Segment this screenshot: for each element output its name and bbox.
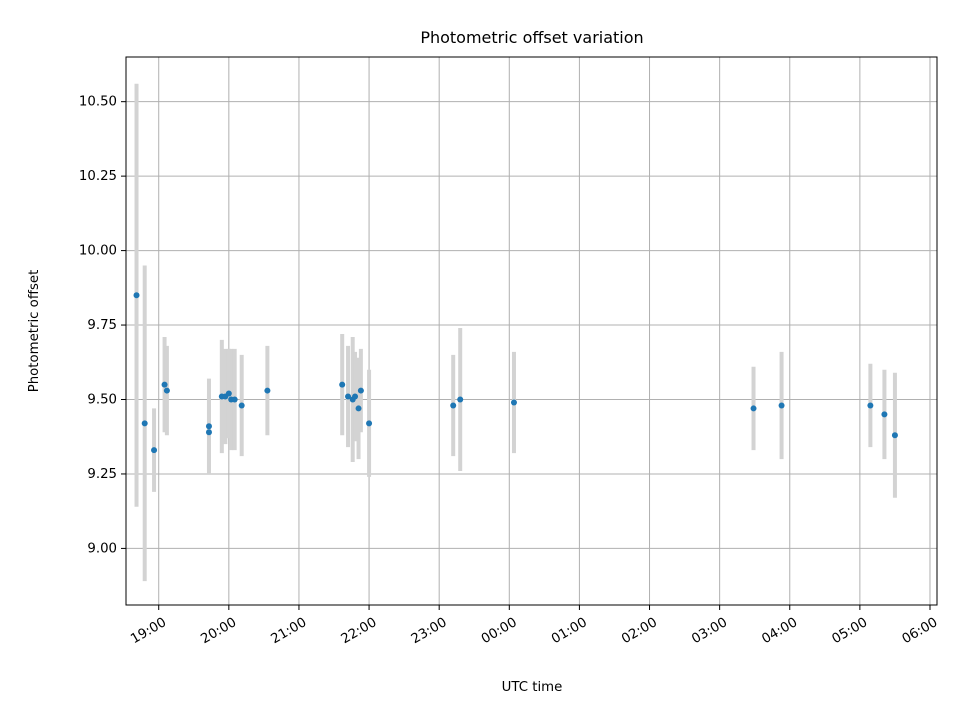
data-point <box>450 402 457 409</box>
y-axis-label: Photometric offset <box>27 270 42 393</box>
y-tick-label: 9.00 <box>87 541 117 556</box>
data-point <box>355 405 362 412</box>
data-point <box>457 396 464 403</box>
y-axis-ticks: 9.00 9.25 9.50 9.75 10.00 10.25 10.50 <box>79 95 126 556</box>
data-point <box>205 423 212 430</box>
data-point <box>163 387 170 394</box>
data-point <box>225 390 232 397</box>
data-point <box>231 396 238 403</box>
data-point <box>366 420 373 427</box>
y-tick-label: 9.25 <box>87 467 117 482</box>
grid-layer <box>126 57 937 605</box>
y-tick-label: 10.00 <box>79 244 117 259</box>
marker-layer <box>133 292 898 454</box>
data-point <box>238 402 245 409</box>
data-point <box>151 447 158 454</box>
data-point <box>205 429 212 436</box>
data-point <box>778 402 785 409</box>
data-point <box>867 402 874 409</box>
data-point <box>141 420 148 427</box>
y-tick-label: 9.50 <box>87 393 117 408</box>
y-tick-label: 10.25 <box>79 169 117 184</box>
y-tick-label: 9.75 <box>87 318 117 333</box>
data-point <box>510 399 517 406</box>
data-point <box>345 393 352 400</box>
data-point <box>357 387 364 394</box>
y-tick-label: 10.50 <box>79 95 117 110</box>
data-point <box>891 432 898 439</box>
data-point <box>161 381 168 388</box>
chart-title: Photometric offset variation <box>420 28 643 47</box>
data-point <box>339 381 346 388</box>
data-point <box>264 387 271 394</box>
data-point <box>750 405 757 412</box>
data-point <box>133 292 140 299</box>
x-axis-label: UTC time <box>502 680 563 695</box>
data-point <box>352 393 359 400</box>
axes-frame <box>125 56 938 606</box>
data-point <box>881 411 888 418</box>
